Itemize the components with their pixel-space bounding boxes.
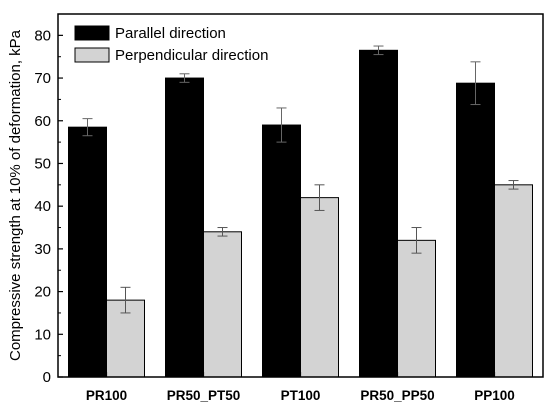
- legend-label-perpendicular: Perpendicular direction: [115, 47, 268, 64]
- y-tick-label: 0: [43, 369, 51, 386]
- bars: [68, 49, 533, 378]
- y-tick-label: 30: [34, 241, 51, 258]
- y-axis-title: Compressive strength at 10% of deformati…: [7, 29, 24, 361]
- y-tick-label: 40: [34, 198, 51, 215]
- legend-swatch-perpendicular: [74, 47, 110, 63]
- x-tick-label: PR100: [86, 388, 127, 403]
- legend: Parallel direction Perpendicular directi…: [74, 25, 268, 64]
- plot-frame: [57, 13, 544, 378]
- bar-parallel: [359, 49, 398, 378]
- bar-parallel: [262, 124, 301, 378]
- bar-perpendicular: [397, 239, 436, 378]
- y-tick-label: 20: [34, 284, 51, 301]
- bar-parallel: [456, 82, 495, 378]
- y-tick-label: 60: [34, 113, 51, 130]
- x-tick-label: PT100: [281, 388, 321, 403]
- bar-parallel: [165, 77, 204, 378]
- y-tick-label: 80: [34, 27, 51, 44]
- x-tick-label: PR50_PP50: [360, 388, 434, 403]
- x-tick-label: PP100: [474, 388, 515, 403]
- legend-label-parallel: Parallel direction: [115, 25, 226, 42]
- y-tick-label: 70: [34, 70, 51, 87]
- legend-swatch-parallel: [74, 25, 110, 41]
- x-ticks: PR100 PR50_PT50 PT100 PR50_PP50 PP100: [86, 372, 515, 403]
- x-tick-label: PR50_PT50: [167, 388, 241, 403]
- y-axis-title-group: Compressive strength at 10% of deformati…: [7, 29, 24, 361]
- bar-perpendicular: [300, 197, 339, 378]
- bar-perpendicular: [494, 184, 533, 378]
- error-bars: [82, 45, 519, 314]
- bar-perpendicular: [203, 231, 242, 378]
- y-tick-label: 50: [34, 155, 51, 172]
- y-tick-label: 10: [34, 326, 51, 343]
- bar-parallel: [68, 126, 107, 378]
